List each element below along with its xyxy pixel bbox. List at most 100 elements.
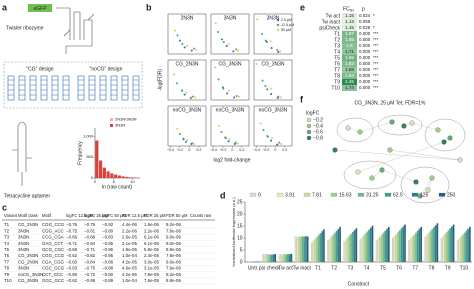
table-cell: CGA_CGG <box>42 259 65 264</box>
point <box>186 139 188 141</box>
table-cell: 7.6e-06 <box>166 228 181 233</box>
bar <box>296 237 299 263</box>
bar <box>429 230 432 263</box>
legend-swatch <box>306 123 312 129</box>
bar <box>387 226 390 263</box>
p-value: 0.000 <box>359 67 371 72</box>
node <box>389 119 395 125</box>
bar <box>410 238 412 263</box>
node <box>413 179 419 185</box>
edge <box>334 149 461 161</box>
table-cell: CCT_GCC <box>42 272 63 277</box>
bar <box>469 226 471 263</box>
p-value: 0.000 <box>359 31 371 36</box>
legend-title: logFC <box>306 110 320 116</box>
bar <box>440 237 443 263</box>
bar <box>262 254 265 263</box>
table-cell: 7.9e-05 <box>144 272 159 277</box>
fc-cell <box>342 55 357 61</box>
bar <box>272 254 275 263</box>
table-cell: −0.88 <box>84 235 96 240</box>
bar <box>436 223 439 263</box>
bar <box>306 236 309 263</box>
p-value: 0.000 <box>359 61 371 66</box>
fc-cell <box>342 19 357 25</box>
table-cell: CG_3N3N <box>18 253 38 258</box>
fc-cell <box>342 43 357 49</box>
table-cell: −0.76 <box>66 222 78 227</box>
column-header: logFC 25 μM <box>84 213 109 218</box>
point <box>264 39 267 42</box>
table-cell: 9.0e-06 <box>166 241 181 246</box>
x-tick-label: −0.2 <box>176 148 183 152</box>
column-header: FDR 50 μM <box>166 213 188 218</box>
point <box>232 50 235 53</box>
point <box>224 136 227 139</box>
point <box>182 137 185 140</box>
table-cell: 6.1e-06 <box>144 235 159 240</box>
point <box>227 140 230 143</box>
edge <box>411 122 439 131</box>
point <box>193 143 196 145</box>
bar <box>330 236 333 263</box>
table-cell: 6.1e-06 <box>144 241 159 246</box>
table-cell: 1.0e-04 <box>122 278 137 283</box>
x-tick-label: −0.4 <box>210 148 217 152</box>
point <box>217 78 220 81</box>
bar <box>375 240 378 263</box>
bar <box>408 240 410 263</box>
bar <box>314 238 317 263</box>
point <box>226 92 229 95</box>
bar <box>379 236 381 263</box>
x-tick-label: Tw inact <box>293 265 312 271</box>
x-tick-label: T4 <box>364 265 370 271</box>
row-label: T6 <box>334 61 340 67</box>
bar <box>343 241 346 263</box>
legend-label: 31.25 <box>366 192 379 198</box>
legend-swatch <box>110 124 113 127</box>
table-cell: 4.4e-06 <box>122 222 137 227</box>
table-cell: GAG_CCT <box>42 241 64 246</box>
table-cell: 5.8e-05 <box>144 247 159 252</box>
point <box>256 18 259 21</box>
bar <box>278 254 281 263</box>
hairpin <box>7 75 15 101</box>
legend-label: 2N3N/3N3N <box>115 117 137 122</box>
bar <box>371 225 374 263</box>
bar <box>463 232 466 263</box>
table-cell: GGC_GCC <box>42 278 64 283</box>
column-header: Variant <box>4 213 18 218</box>
row-label: T4 <box>334 49 340 55</box>
table-cell: 9.2e-06 <box>166 222 181 227</box>
bar <box>285 254 288 263</box>
legend-swatch <box>276 28 280 32</box>
bar <box>328 238 331 263</box>
panel-title: noCG_3N3N <box>216 107 245 113</box>
table-cell: GCG_CGC <box>42 247 64 252</box>
fc-value: 1.15 <box>345 13 354 18</box>
hairpin <box>29 75 37 101</box>
p-value: 0.000 <box>359 79 371 84</box>
table-cell: CG_3N3N <box>18 278 38 283</box>
table-cell: −0.72 <box>84 272 96 277</box>
table-cell: CGC_GCG <box>42 266 65 271</box>
histogram-bar <box>110 173 114 178</box>
table-cell: −0.83 <box>102 235 114 240</box>
point <box>176 34 179 37</box>
panel-letter: f <box>300 94 304 104</box>
point <box>262 129 265 131</box>
fc-cell <box>342 79 357 85</box>
aptamer-label: Tetracycline aptamer <box>4 193 50 199</box>
bar <box>398 230 401 263</box>
fc-cell <box>342 31 357 37</box>
fc-value: 1.15 <box>345 25 354 30</box>
histogram-bar <box>99 160 103 178</box>
egfp-label: eGFP <box>33 6 47 12</box>
table-cell: CCG_CGA <box>42 235 64 240</box>
table-cell: 3N3N <box>18 247 29 252</box>
bar <box>395 234 398 263</box>
point <box>264 85 267 87</box>
x-tick-label: T7 <box>412 265 418 271</box>
significance: *** <box>373 55 379 60</box>
